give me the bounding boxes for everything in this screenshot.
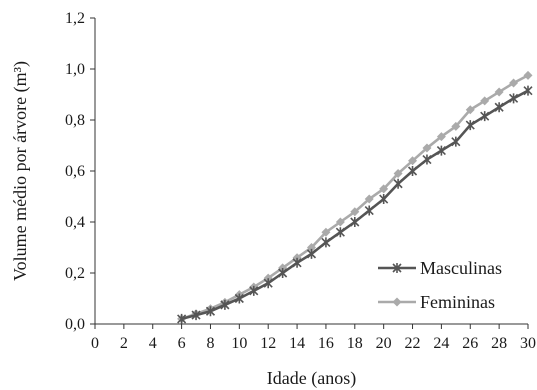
data-point-star [306, 248, 317, 259]
data-point-star [191, 310, 201, 321]
x-axis-ticks: 0 2 4 6 8 10 12 14 16 18 20 22 24 26 28 30 [91, 324, 536, 352]
x-tick-label: 30 [520, 335, 536, 352]
data-point-diamond [509, 78, 519, 88]
x-tick-label: 0 [91, 335, 99, 352]
data-point-diamond [335, 217, 345, 227]
data-point-star [523, 85, 533, 96]
x-tick-label: 14 [289, 335, 305, 352]
data-point-star [234, 293, 244, 304]
data-point-diamond [494, 87, 504, 97]
legend-label: Femininas [420, 292, 495, 312]
x-tick-label: 22 [405, 335, 421, 352]
series-line [181, 74, 529, 321]
data-point-diamond [422, 143, 432, 153]
x-tick-label: 8 [206, 335, 214, 352]
x-tick-label: 4 [149, 335, 157, 352]
y-axis-ticks: 0,0 0,2 0,4 0,6 0,8 1,0 1,2 [65, 10, 95, 333]
x-tick-label: 12 [260, 335, 276, 352]
y-tick-label: 0,0 [65, 316, 85, 333]
data-point-star [465, 120, 475, 131]
data-point-star [321, 237, 331, 248]
data-point-diamond [436, 132, 446, 142]
y-tick-label: 0,4 [65, 214, 85, 231]
data-point-star [392, 263, 402, 273]
legend-item: Masculinas [378, 258, 502, 278]
x-tick-label: 24 [433, 335, 449, 352]
data-point-star [335, 227, 345, 238]
data-point-star [379, 194, 389, 205]
x-tick-label: 10 [231, 335, 247, 352]
legend-label: Masculinas [420, 258, 502, 278]
data-point-diamond [465, 105, 475, 115]
data-point-star [263, 278, 273, 289]
y-tick-label: 0,8 [65, 112, 85, 129]
y-tick-label: 1,0 [65, 61, 85, 78]
x-tick-label: 2 [120, 335, 128, 352]
data-point-star [220, 299, 230, 310]
legend-item: Femininas [378, 292, 495, 312]
data-point-diamond [393, 169, 403, 179]
data-point-star [436, 145, 446, 156]
x-axis-title: Idade (anos) [267, 368, 356, 389]
data-point-star [177, 313, 187, 324]
data-point-diamond [350, 207, 360, 217]
data-point-diamond [321, 227, 331, 237]
y-axis-title: Volume médio por árvore (m³) [10, 61, 31, 281]
series-group [177, 70, 533, 324]
series-femininas [177, 70, 533, 324]
y-tick-label: 0,6 [65, 163, 85, 180]
data-point-diamond [480, 96, 490, 106]
x-tick-label: 18 [347, 335, 363, 352]
data-point-star [205, 306, 216, 317]
data-point-star [292, 257, 302, 268]
data-point-diamond [408, 156, 418, 166]
data-point-diamond [523, 70, 533, 80]
data-point-diamond [451, 121, 461, 131]
series-line [181, 89, 529, 321]
x-tick-label: 28 [491, 335, 507, 352]
data-point-diamond [307, 243, 316, 252]
data-point-star [494, 102, 504, 113]
legend: Masculinas Femininas [378, 258, 502, 312]
data-point-diamond [392, 297, 402, 307]
data-point-star [249, 285, 259, 296]
x-tick-label: 20 [376, 335, 392, 352]
data-point-star [509, 93, 519, 104]
data-point-star [407, 166, 418, 176]
data-point-diamond [364, 194, 374, 204]
data-point-star [451, 136, 461, 147]
data-point-star [480, 111, 490, 122]
data-point-star [393, 178, 403, 189]
x-tick-label: 6 [178, 335, 186, 352]
data-point-diamond [379, 184, 389, 194]
y-tick-label: 1,2 [65, 10, 85, 27]
data-point-star [278, 268, 288, 278]
x-tick-label: 16 [318, 335, 334, 352]
data-point-star [364, 205, 374, 216]
data-point-star [350, 217, 360, 227]
y-tick-label: 0,2 [65, 265, 85, 282]
x-tick-label: 26 [462, 335, 478, 352]
data-point-star [422, 154, 432, 165]
series-masculinas [177, 85, 533, 324]
